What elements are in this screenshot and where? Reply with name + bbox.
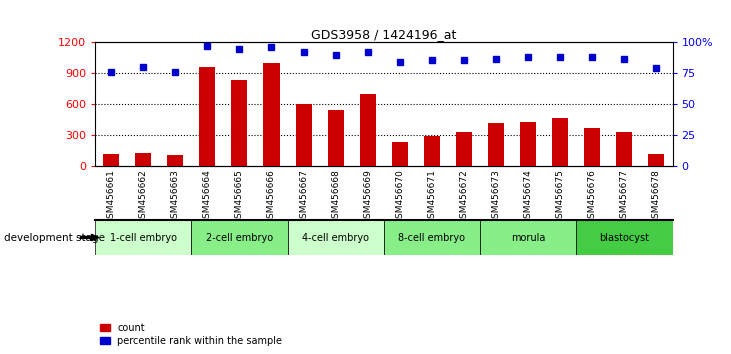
Bar [576, 220, 673, 255]
Bar [135, 153, 151, 166]
Bar [263, 63, 279, 166]
Text: GSM456671: GSM456671 [428, 169, 436, 224]
Text: 8-cell embryo: 8-cell embryo [398, 233, 466, 242]
Text: GSM456667: GSM456667 [299, 169, 308, 224]
Bar [167, 155, 183, 166]
Text: morula: morula [511, 233, 545, 242]
Text: GSM456668: GSM456668 [331, 169, 340, 224]
Text: GSM456673: GSM456673 [491, 169, 501, 224]
Bar [480, 220, 576, 255]
Bar [584, 128, 600, 166]
Text: 1-cell embryo: 1-cell embryo [110, 233, 177, 242]
Text: GSM456675: GSM456675 [556, 169, 565, 224]
Bar [327, 110, 344, 166]
Text: GSM456662: GSM456662 [139, 169, 148, 223]
Text: GSM456665: GSM456665 [235, 169, 244, 224]
Bar [103, 154, 119, 166]
Text: 4-cell embryo: 4-cell embryo [302, 233, 369, 242]
Bar [616, 132, 632, 166]
Text: GSM456674: GSM456674 [523, 169, 533, 223]
Text: GSM456677: GSM456677 [620, 169, 629, 224]
Bar [520, 122, 536, 166]
Bar [360, 94, 376, 166]
Text: GSM456663: GSM456663 [171, 169, 180, 224]
Bar [200, 67, 216, 166]
Bar [392, 142, 408, 166]
Text: GSM456670: GSM456670 [395, 169, 404, 224]
Text: GSM456678: GSM456678 [652, 169, 661, 224]
Bar [424, 136, 440, 166]
Text: GSM456664: GSM456664 [202, 169, 212, 223]
Bar [295, 104, 311, 166]
Bar [456, 132, 472, 166]
Bar [384, 220, 480, 255]
Bar [648, 154, 664, 166]
Bar [192, 220, 287, 255]
Text: development stage: development stage [4, 233, 105, 242]
Text: GSM456666: GSM456666 [267, 169, 276, 224]
Text: GSM456669: GSM456669 [363, 169, 372, 224]
Text: blastocyst: blastocyst [599, 233, 649, 242]
Text: 2-cell embryo: 2-cell embryo [206, 233, 273, 242]
Bar [287, 220, 384, 255]
Bar [95, 220, 192, 255]
Bar [552, 118, 568, 166]
Bar [232, 80, 247, 166]
Legend: count, percentile rank within the sample: count, percentile rank within the sample [100, 323, 282, 346]
Title: GDS3958 / 1424196_at: GDS3958 / 1424196_at [311, 28, 456, 41]
Bar [488, 123, 504, 166]
Text: GSM456661: GSM456661 [107, 169, 115, 224]
Text: GSM456672: GSM456672 [460, 169, 469, 223]
Text: GSM456676: GSM456676 [588, 169, 596, 224]
